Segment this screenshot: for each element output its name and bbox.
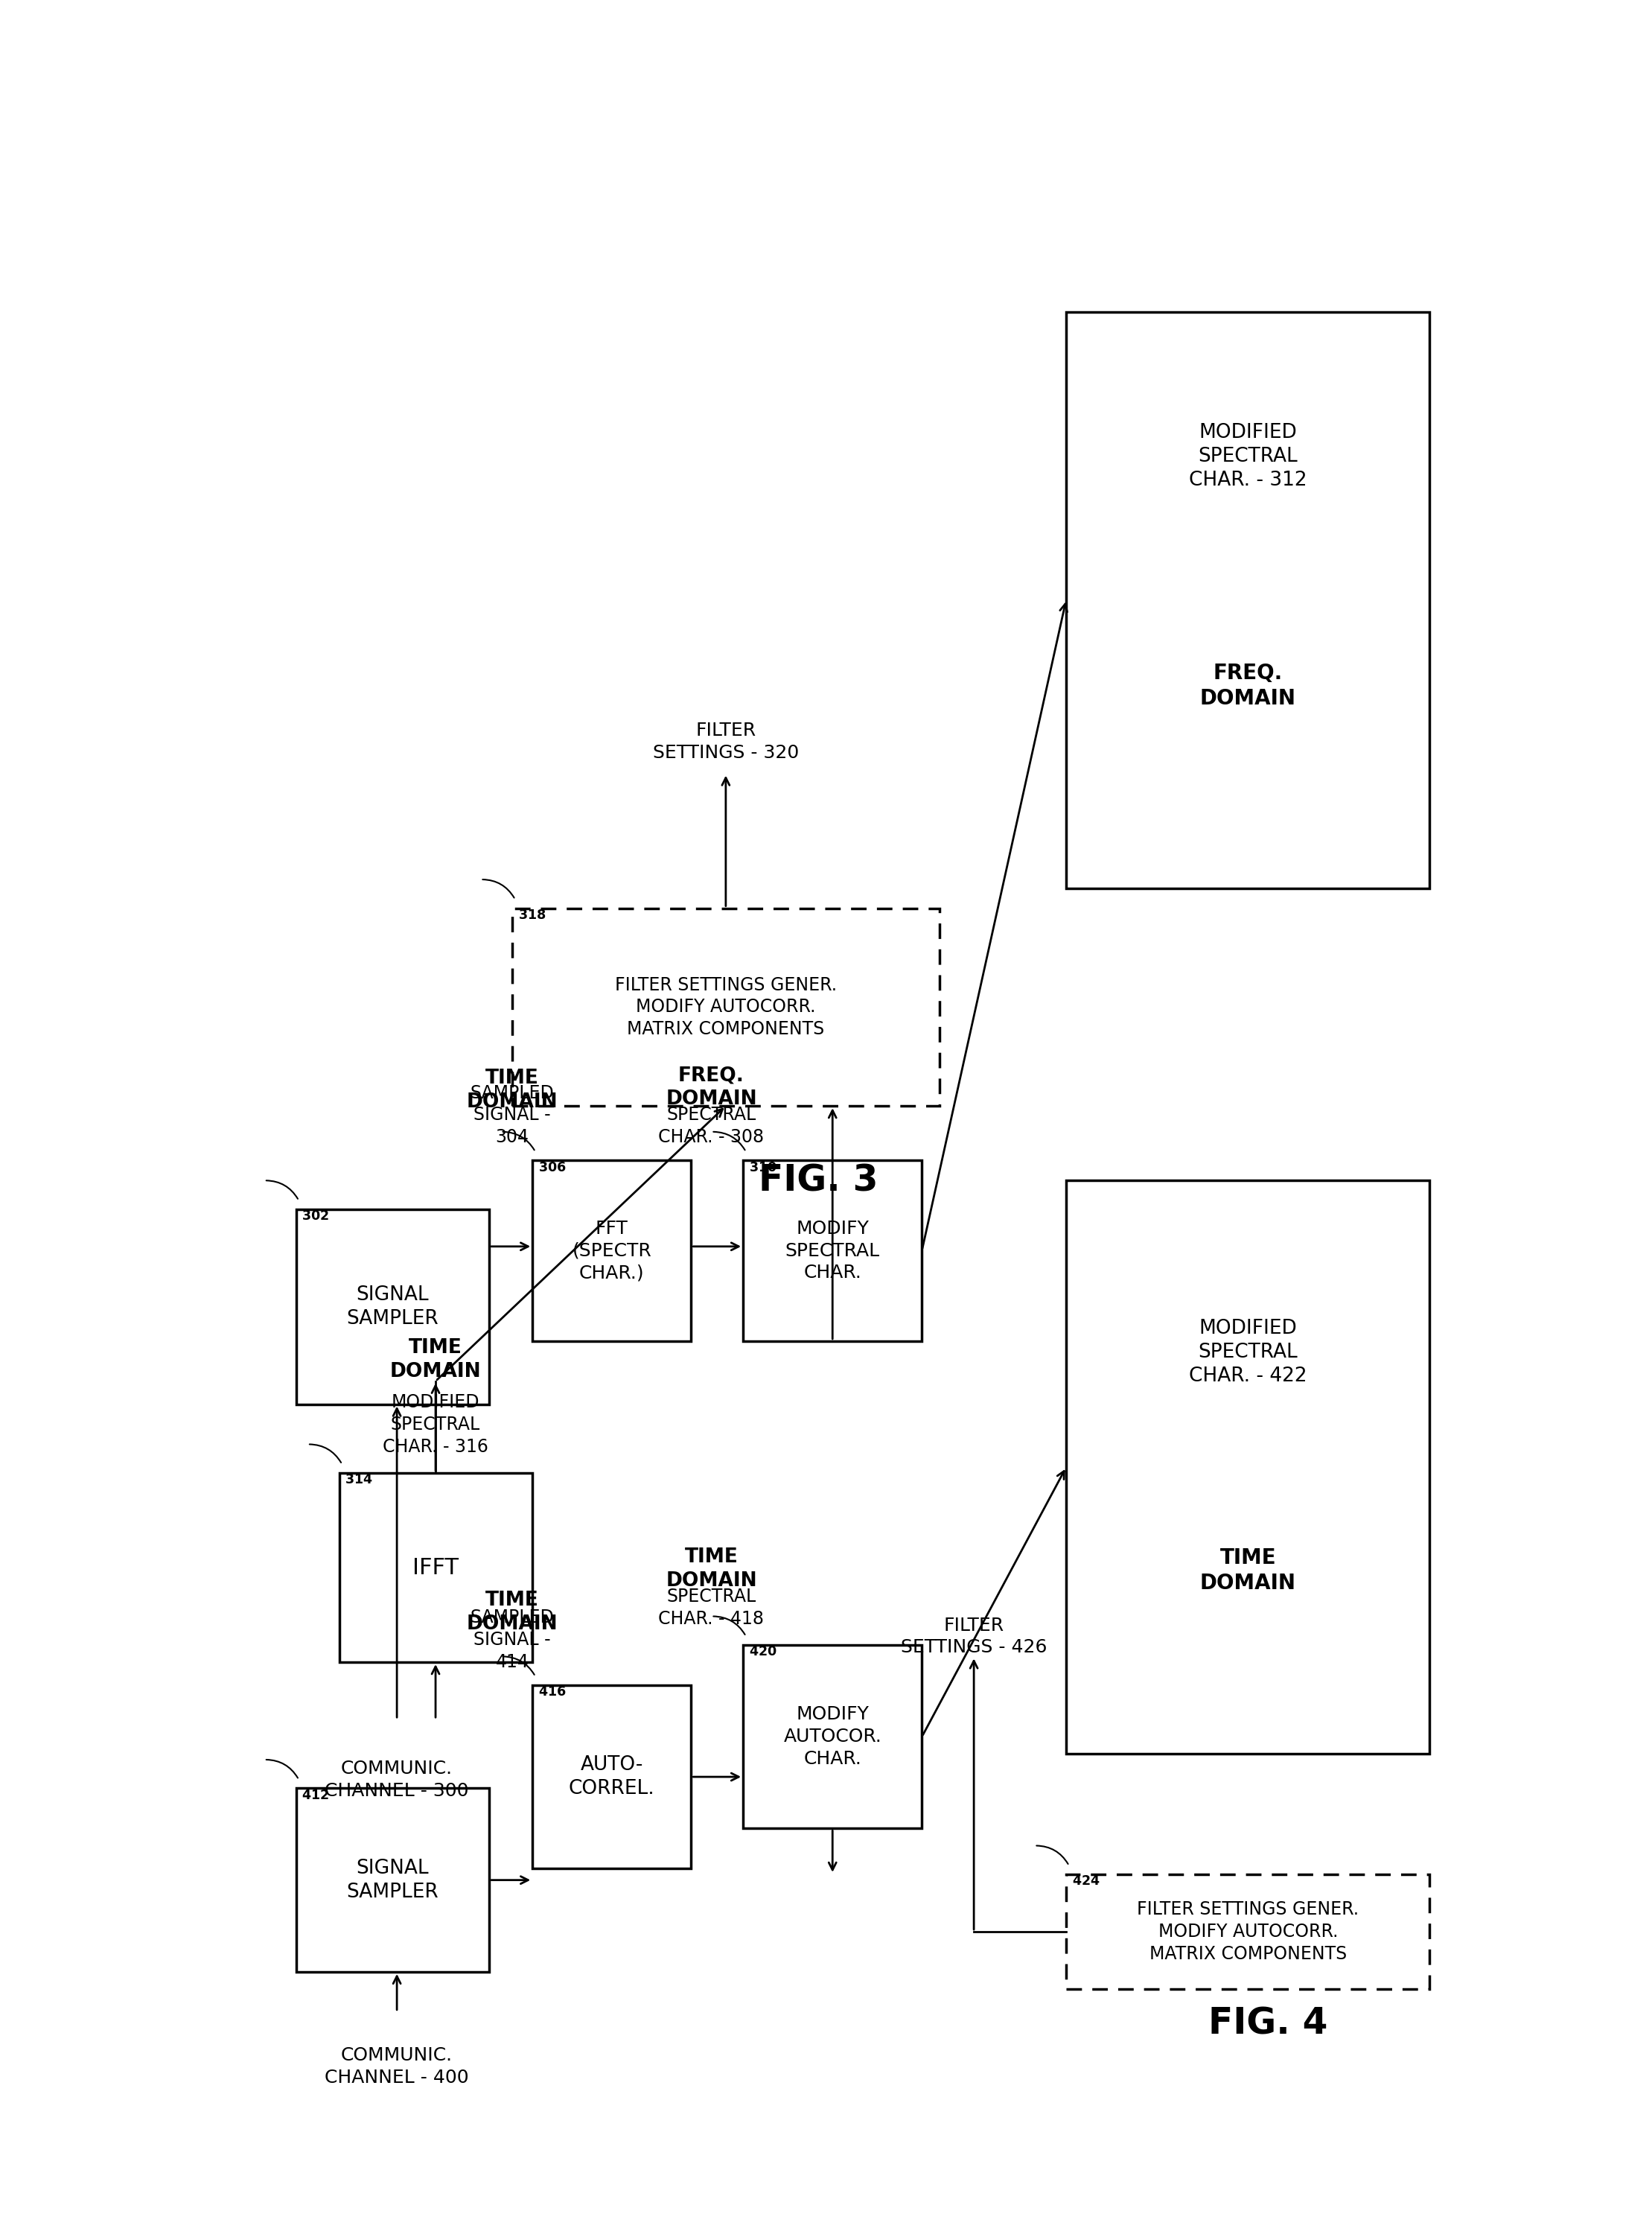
Text: $\mathbf{{}^{306}}$: $\mathbf{{}^{306}}$ <box>539 1163 567 1180</box>
Text: MODIFY
SPECTRAL
CHAR.: MODIFY SPECTRAL CHAR. <box>785 1221 881 1281</box>
Text: FREQ.
DOMAIN: FREQ. DOMAIN <box>1199 663 1295 710</box>
Text: $\mathbf{{}^{310}}$: $\mathbf{{}^{310}}$ <box>748 1163 776 1180</box>
Bar <box>512 907 940 1107</box>
Text: SIGNAL
SAMPLER: SIGNAL SAMPLER <box>347 1859 439 1902</box>
Bar <box>296 1210 489 1404</box>
Text: SPECTRAL
CHAR. - 418: SPECTRAL CHAR. - 418 <box>659 1588 765 1628</box>
Text: FREQ.
DOMAIN: FREQ. DOMAIN <box>666 1066 757 1109</box>
Bar <box>532 1684 691 1868</box>
Text: FILTER SETTINGS GENER.
MODIFY AUTOCORR.
MATRIX COMPONENTS: FILTER SETTINGS GENER. MODIFY AUTOCORR. … <box>1137 1900 1360 1962</box>
Bar <box>743 1644 922 1828</box>
Text: SPECTRAL
CHAR. - 308: SPECTRAL CHAR. - 308 <box>659 1107 765 1147</box>
Text: TIME
DOMAIN: TIME DOMAIN <box>1199 1548 1295 1593</box>
Text: MODIFIED
SPECTRAL
CHAR. - 316: MODIFIED SPECTRAL CHAR. - 316 <box>383 1393 489 1456</box>
Bar <box>339 1474 532 1662</box>
Text: TIME
DOMAIN: TIME DOMAIN <box>666 1548 757 1590</box>
Text: TIME
DOMAIN: TIME DOMAIN <box>466 1590 558 1633</box>
Text: SAMPLED
SIGNAL -
414: SAMPLED SIGNAL - 414 <box>471 1608 555 1671</box>
Text: FILTER
SETTINGS - 426: FILTER SETTINGS - 426 <box>900 1617 1047 1655</box>
Text: $\mathbf{{}^{318}}$: $\mathbf{{}^{318}}$ <box>519 912 547 930</box>
Bar <box>1066 1180 1429 1754</box>
Bar <box>296 1788 489 1971</box>
Text: FIG. 4: FIG. 4 <box>1208 2005 1328 2041</box>
Text: $\mathbf{{}^{302}}$: $\mathbf{{}^{302}}$ <box>302 1212 329 1230</box>
Text: SIGNAL
SAMPLER: SIGNAL SAMPLER <box>347 1286 439 1328</box>
Text: TIME
DOMAIN: TIME DOMAIN <box>466 1068 558 1111</box>
Text: $\mathbf{{}^{416}}$: $\mathbf{{}^{416}}$ <box>539 1689 567 1707</box>
Text: MODIFY
AUTOCOR.
CHAR.: MODIFY AUTOCOR. CHAR. <box>783 1705 882 1767</box>
Text: $\mathbf{{}^{424}}$: $\mathbf{{}^{424}}$ <box>1072 1877 1100 1895</box>
Text: TIME
DOMAIN: TIME DOMAIN <box>390 1337 481 1382</box>
Text: FFT
(SPECTR
CHAR.): FFT (SPECTR CHAR.) <box>572 1221 651 1281</box>
Text: $\mathbf{{}^{314}}$: $\mathbf{{}^{314}}$ <box>345 1476 373 1494</box>
Text: MODIFIED
SPECTRAL
CHAR. - 312: MODIFIED SPECTRAL CHAR. - 312 <box>1189 423 1307 491</box>
Text: FILTER SETTINGS GENER.
MODIFY AUTOCORR.
MATRIX COMPONENTS: FILTER SETTINGS GENER. MODIFY AUTOCORR. … <box>615 977 838 1037</box>
Text: FIG. 3: FIG. 3 <box>758 1163 877 1198</box>
Bar <box>743 1160 922 1342</box>
Text: MODIFIED
SPECTRAL
CHAR. - 422: MODIFIED SPECTRAL CHAR. - 422 <box>1189 1319 1307 1387</box>
Bar <box>532 1160 691 1342</box>
Text: $\mathbf{{}^{420}}$: $\mathbf{{}^{420}}$ <box>748 1649 776 1667</box>
Bar <box>1066 311 1429 887</box>
Text: IFFT: IFFT <box>413 1557 459 1579</box>
Text: COMMUNIC.
CHANNEL - 300: COMMUNIC. CHANNEL - 300 <box>325 1761 469 1799</box>
Text: SAMPLED
SIGNAL -
304: SAMPLED SIGNAL - 304 <box>471 1084 555 1147</box>
Text: COMMUNIC.
CHANNEL - 400: COMMUNIC. CHANNEL - 400 <box>325 2047 469 2085</box>
Text: FILTER
SETTINGS - 320: FILTER SETTINGS - 320 <box>653 721 800 762</box>
Text: $\mathbf{{}^{412}}$: $\mathbf{{}^{412}}$ <box>302 1792 329 1810</box>
Text: AUTO-
CORREL.: AUTO- CORREL. <box>568 1756 654 1799</box>
Bar <box>1066 1875 1429 1989</box>
